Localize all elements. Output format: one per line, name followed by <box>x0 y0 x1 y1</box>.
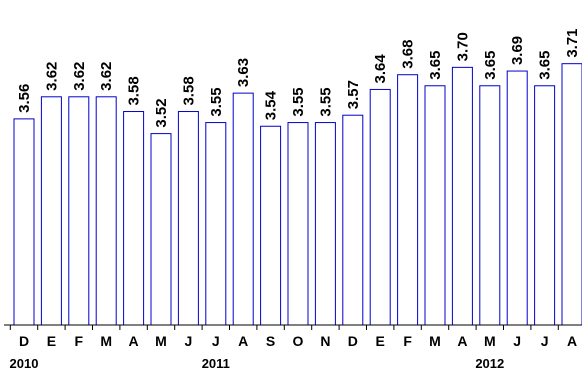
bar <box>95 96 117 326</box>
bar <box>342 114 364 326</box>
x-tick-label: D <box>348 333 358 349</box>
value-label: 3.56 <box>16 84 33 113</box>
bar <box>397 74 419 326</box>
value-label: 3.54 <box>263 90 280 120</box>
bar <box>177 111 199 326</box>
bar <box>451 66 473 326</box>
bar <box>314 122 336 326</box>
bar <box>13 118 35 326</box>
value-label: 3.55 <box>317 87 334 116</box>
bar <box>479 85 501 326</box>
x-tick-label: E <box>47 333 56 349</box>
value-label: 3.58 <box>180 76 197 105</box>
bar <box>561 63 582 326</box>
value-label: 3.52 <box>153 98 170 127</box>
x-tick-label: A <box>238 333 248 349</box>
value-label: 3.57 <box>345 80 362 109</box>
value-labels-layer: 3.56 3.62 3.62 3.62 3.58 3.52 3.58 3.55 3.63 3.54… <box>16 28 581 127</box>
bar <box>232 92 254 326</box>
bar <box>369 88 391 326</box>
value-label: 3.58 <box>126 76 143 105</box>
value-label: 3.55 <box>208 87 225 116</box>
bar <box>424 85 446 326</box>
x-tick-label: M <box>155 333 167 349</box>
bar <box>506 70 528 326</box>
bar <box>260 125 282 326</box>
x-tick-label: M <box>429 333 441 349</box>
x-tick-label: J <box>185 333 193 349</box>
value-label: 3.70 <box>454 32 471 61</box>
value-label: 3.65 <box>537 51 554 80</box>
x-tick-label: J <box>513 333 521 349</box>
x-tick-label: O <box>293 333 304 349</box>
bar <box>534 85 556 326</box>
year-label: 2010 <box>10 356 39 371</box>
x-tick-label: A <box>129 333 139 349</box>
year-label: 2012 <box>475 356 504 371</box>
x-tick-label: M <box>484 333 496 349</box>
x-tick-label: J <box>212 333 220 349</box>
value-label: 3.68 <box>400 40 417 69</box>
value-label: 3.65 <box>427 51 444 80</box>
value-label: 3.65 <box>482 51 499 80</box>
x-tick-label: F <box>403 333 412 349</box>
bars-layer <box>13 63 582 326</box>
value-label: 3.55 <box>290 87 307 116</box>
value-label: 3.69 <box>509 36 526 65</box>
x-tick-label: D <box>19 333 29 349</box>
value-label: 3.62 <box>98 62 115 91</box>
x-tick-label: A <box>567 333 577 349</box>
bar <box>123 111 145 326</box>
value-label: 3.64 <box>372 54 389 84</box>
x-tick-label: M <box>100 333 112 349</box>
year-label: 2011 <box>202 356 230 371</box>
value-label: 3.63 <box>235 58 252 87</box>
value-label: 3.71 <box>564 28 581 57</box>
x-tick-label: F <box>75 333 84 349</box>
bar <box>40 96 62 326</box>
x-tick-label: E <box>376 333 385 349</box>
bar <box>287 122 309 326</box>
bar <box>68 96 90 326</box>
bar <box>205 122 227 326</box>
x-tick-label: J <box>541 333 549 349</box>
x-tick-label: S <box>266 333 275 349</box>
value-label: 3.62 <box>43 62 60 91</box>
value-label: 3.62 <box>71 62 88 91</box>
x-tick-label: N <box>320 333 330 349</box>
x-tick-label: A <box>457 333 467 349</box>
bar <box>150 133 172 326</box>
